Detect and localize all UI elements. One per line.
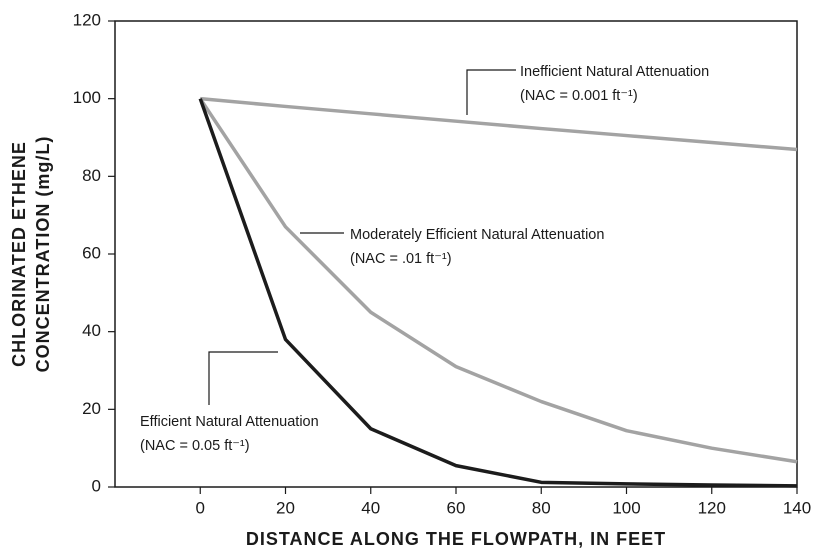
y-axis-label: CONCENTRATION (mg/L) bbox=[33, 136, 53, 373]
y-axis-label: CHLORINATED ETHENE bbox=[9, 141, 29, 367]
y-tick-label: 120 bbox=[73, 10, 101, 29]
x-tick-label: 100 bbox=[612, 498, 640, 517]
y-tick-label: 0 bbox=[92, 476, 101, 495]
x-tick-label: 60 bbox=[447, 498, 466, 517]
y-tick-label: 40 bbox=[82, 321, 101, 340]
annotation-label: (NAC = 0.001 ft⁻¹) bbox=[520, 88, 638, 104]
x-tick-label: 80 bbox=[532, 498, 551, 517]
annotation-label: (NAC = .01 ft⁻¹) bbox=[350, 251, 452, 267]
series-line bbox=[198, 97, 798, 464]
x-tick-label: 20 bbox=[276, 498, 295, 517]
y-tick-label: 60 bbox=[82, 243, 101, 262]
leader-line bbox=[208, 351, 278, 405]
annotation-label: (NAC = 0.05 ft⁻¹) bbox=[140, 438, 250, 454]
x-axis-label: DISTANCE ALONG THE FLOWPATH, IN FEET bbox=[246, 529, 666, 549]
x-tick-label: 0 bbox=[196, 498, 205, 517]
annotation-label: Efficient Natural Attenuation bbox=[140, 414, 319, 430]
series-line bbox=[200, 96, 798, 152]
annotation-label: Moderately Efficient Natural Attenuation bbox=[350, 227, 604, 243]
series-line bbox=[198, 98, 798, 488]
y-tick-label: 100 bbox=[73, 88, 101, 107]
y-tick-label: 20 bbox=[82, 399, 101, 418]
y-tick-label: 80 bbox=[82, 166, 101, 185]
annotation-label: Inefficient Natural Attenuation bbox=[520, 64, 709, 80]
x-tick-label: 140 bbox=[783, 498, 811, 517]
x-tick-label: 40 bbox=[361, 498, 380, 517]
x-tick-label: 120 bbox=[698, 498, 726, 517]
leader-lines bbox=[208, 69, 516, 405]
leader-line bbox=[466, 69, 516, 115]
